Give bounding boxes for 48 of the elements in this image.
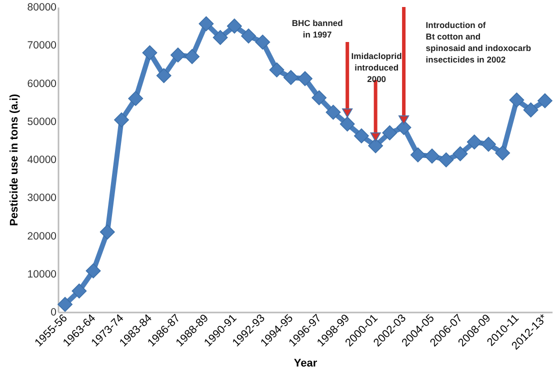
point	[298, 71, 312, 86]
point	[354, 128, 369, 144]
point	[368, 138, 384, 154]
point	[128, 91, 144, 106]
point	[410, 147, 426, 162]
x-axis-title: Year	[294, 358, 318, 370]
point	[312, 90, 327, 106]
y-tick-label: 80000	[27, 2, 57, 14]
y-tick-label: 30000	[27, 192, 57, 204]
y-tick-label: 70000	[27, 40, 57, 52]
y-tick-label: 50000	[27, 116, 57, 128]
y-tick-label: 10000	[27, 268, 57, 280]
point	[269, 62, 284, 78]
point	[114, 112, 129, 128]
point	[340, 116, 355, 132]
point	[523, 102, 538, 118]
point	[212, 30, 228, 45]
point	[283, 70, 298, 85]
point	[438, 152, 454, 168]
y-tick-label: 60000	[27, 78, 57, 90]
y-tick-label: 20000	[27, 230, 57, 242]
point	[382, 125, 398, 140]
point	[170, 48, 186, 63]
point	[156, 68, 172, 84]
point	[100, 224, 115, 240]
point	[241, 28, 256, 44]
point	[452, 146, 468, 162]
y-tick-label: 40000	[27, 154, 57, 166]
point	[226, 18, 242, 34]
point	[481, 136, 496, 152]
point	[142, 45, 158, 60]
annotation: Introduction of Bt cotton and spinosaid and indoxocarb insecticides in 2002	[426, 20, 532, 64]
y-axis-title: Pesticide use in tons (a.i)	[8, 94, 20, 226]
point	[466, 134, 482, 150]
point	[255, 34, 270, 50]
point	[58, 296, 73, 312]
point	[326, 104, 341, 120]
point	[509, 92, 524, 108]
annotation: Imidacloprid introduced 2000	[351, 51, 402, 84]
point	[86, 263, 101, 278]
point	[495, 146, 510, 160]
y-tick-label: 0	[50, 306, 57, 318]
annotation: BHC banned in 1997	[292, 18, 343, 40]
point	[537, 93, 552, 108]
point	[424, 148, 440, 164]
point	[198, 16, 214, 32]
point	[184, 49, 200, 64]
point	[72, 284, 87, 298]
